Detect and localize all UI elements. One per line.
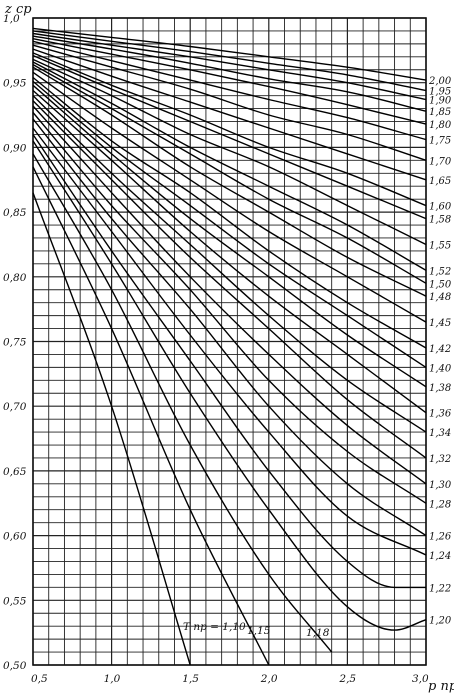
curve-label: 1,26 [429,532,452,543]
y-tick-label: 0,70 [3,401,27,413]
curve-label: 1,28 [429,499,451,510]
series-line [32,140,427,631]
curve-label: 1,20 [429,616,452,627]
curve-label: 1,52 [429,266,451,277]
y-tick-label: 0,60 [3,531,27,543]
axes: 0,50 0,55 0,60 0,65 0,70 0,75 0,80 0,85 0,90 0,95… [3,13,429,685]
series-line [32,134,426,589]
series-line [32,38,427,125]
series-line [32,52,427,207]
series-line [32,84,427,388]
x-tick-label: 2,0 [260,673,278,685]
series-line [32,118,427,537]
x-tick-label: 2,5 [338,673,356,685]
x-axis-label: p пр [428,679,454,694]
curve-label: 1,80 [429,120,452,131]
y-tick-label: 0,50 [3,660,27,672]
series-line [32,112,427,504]
series-line [32,71,427,323]
curve-label: 1,48 [429,292,451,303]
series-line [32,76,427,349]
labels: 1,20 1,22 1,24 1,26 1,28 1,30 1,32 1,34 1,36 1,38… [183,76,452,639]
series-line [32,95,427,433]
grid [32,17,427,666]
curve-label: 1,55 [429,240,451,251]
y-tick-label: 0,75 [3,337,27,349]
series-line [32,63,427,284]
y-axis-label: z cp [4,2,32,17]
series-line [32,61,427,271]
annotation-label: 1,15 [247,625,271,637]
curve-label: 1,90 [429,96,452,107]
y-tick-label: 1,0 [3,13,20,25]
curve-label: 1,45 [429,318,451,329]
series-line [32,58,427,246]
curve-label: 1,22 [429,583,451,594]
curve-label: 1,95 [429,86,451,97]
series-line [32,40,427,141]
annotation-label: 1,18 [306,627,330,639]
y-tick-label: 0,90 [3,142,27,154]
series-line [32,100,427,459]
x-tick-label: 3,0 [412,673,429,685]
series-line [32,30,427,92]
x-tick-label: 1,0 [104,673,121,685]
series-line [32,192,191,666]
annotation-label: T пр = 1,10 [183,621,246,633]
curve-label: 1,70 [429,156,452,167]
curve-label: 1,36 [429,409,452,420]
curve-label: 1,40 [429,363,452,374]
series-line [32,80,427,368]
y-tick-label: 0,95 [3,78,27,90]
curve-label: 1,60 [429,202,452,213]
series-line [32,44,427,161]
series-line [32,66,427,297]
x-tick-label: 1,5 [182,673,199,685]
series-line [32,153,333,653]
curve-label: 1,24 [429,551,451,562]
series-line [32,166,270,666]
curve-label: 1,34 [429,428,451,439]
y-tick-label: 0,80 [3,272,27,284]
curve-label: 1,38 [429,383,451,394]
curve-label: 2,00 [428,76,452,87]
curve-label: 1,32 [429,454,451,465]
series-line [32,89,427,414]
y-tick-label: 0,65 [3,466,27,478]
series-lines [32,27,427,666]
curve-label: 1,65 [429,176,451,187]
curve-label: 1,85 [429,107,451,118]
plot-frame [32,17,427,666]
series-line [32,32,427,101]
series-line [32,54,427,220]
curve-label: 1,30 [429,480,452,491]
series-line [32,48,427,181]
x-tick-label: 0,5 [31,673,48,685]
curve-label: 1,42 [429,344,451,355]
series-line [32,35,427,112]
series-line [32,27,427,81]
y-tick-label: 0,55 [3,595,27,607]
series-line [32,127,427,556]
curve-label: 1,75 [429,136,451,147]
series-line [32,105,427,485]
curve-label: 1,58 [429,215,451,226]
y-tick-label: 0,85 [3,207,27,219]
curve-label: 1,50 [429,279,452,290]
